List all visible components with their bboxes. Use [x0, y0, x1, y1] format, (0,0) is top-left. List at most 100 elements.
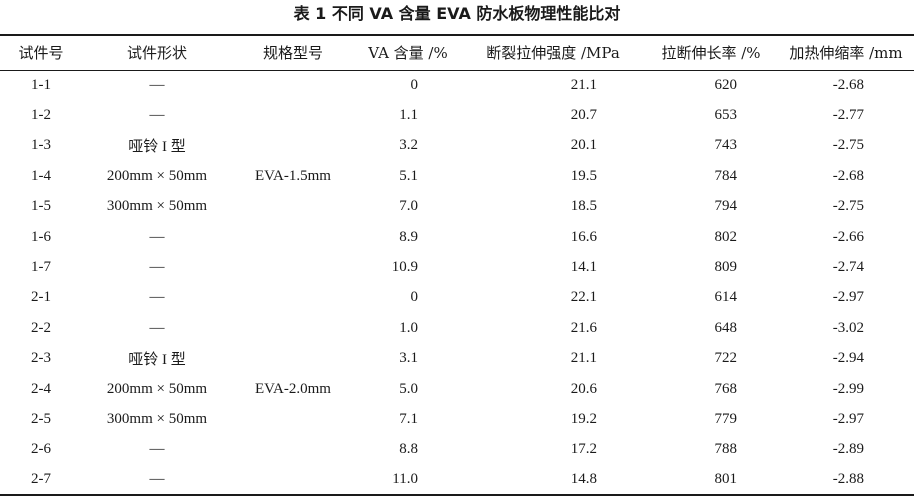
- cell-elongation: 653: [714, 107, 738, 124]
- cell-id: 2-7: [0, 465, 82, 497]
- cell-spec: [232, 404, 354, 434]
- header-spec: 规格型号: [232, 34, 354, 71]
- cell-shrinkage: -2.68: [832, 76, 864, 93]
- cell-shrinkage: -2.66: [832, 228, 864, 245]
- table-row: 2-6 — 8.8 17.2 788 -2.89: [0, 435, 914, 465]
- table-row: 1-4 200mm × 50mm EVA-1.5mm 5.1 19.5 784 -2.68: [0, 161, 914, 191]
- cell-strength: 17.2: [570, 441, 597, 458]
- cell-id: 2-4: [31, 380, 51, 397]
- cell-shrinkage: -2.75: [832, 198, 864, 215]
- header-id: 试件号: [0, 34, 82, 71]
- cell-shrinkage: -2.88: [778, 465, 914, 497]
- cell-elongation: 794: [714, 198, 738, 215]
- cell-id: 1-1: [31, 76, 51, 93]
- cell-shape: —: [149, 289, 165, 306]
- cell-shape: —: [149, 107, 165, 124]
- cell-id: 1-6: [31, 228, 51, 245]
- cell-strength: 18.5: [570, 198, 597, 215]
- cell-va: 5.1: [399, 167, 418, 184]
- cell-id: 1-2: [31, 107, 51, 124]
- cell-shrinkage: -2.97: [832, 410, 864, 427]
- cell-id: 1-3: [31, 137, 51, 154]
- cell-va: 1.0: [399, 319, 418, 336]
- cell-shrinkage: -2.97: [832, 289, 864, 306]
- table-body: 1-1 — 0 21.1 620 -2.68 1-2 — 1.1 20.7 653 -2.77 1-3 哑…: [0, 70, 914, 497]
- properties-table: 试件号 试件形状 规格型号 VA 含量 /% 断裂拉伸强度 /MPa 拉断伸长率…: [0, 34, 914, 497]
- cell-strength: 21.1: [570, 350, 597, 367]
- cell-shape: —: [149, 319, 165, 336]
- cell-id: 2-2: [31, 319, 51, 336]
- cell-shape: 200mm × 50mm: [106, 167, 208, 184]
- cell-id: 2-1: [31, 289, 51, 306]
- cell-spec: [232, 252, 354, 282]
- cell-va: 5.0: [399, 380, 418, 397]
- cell-va: 0: [410, 76, 419, 93]
- table-row: 1-6 — 8.9 16.6 802 -2.66: [0, 222, 914, 252]
- cell-elongation: 801: [644, 465, 778, 497]
- cell-spec: [232, 465, 354, 497]
- cell-spec: [232, 70, 354, 100]
- table-row: 2-3 哑铃 I 型 3.1 21.1 722 -2.94: [0, 344, 914, 374]
- cell-va: 0: [410, 289, 419, 306]
- cell-shape: 哑铃 I 型: [128, 352, 186, 369]
- table-row: 2-5 300mm × 50mm 7.1 19.2 779 -2.97: [0, 404, 914, 434]
- cell-shrinkage: -2.94: [832, 350, 864, 367]
- cell-strength: 14.8: [462, 465, 644, 497]
- cell-shape: —: [82, 465, 232, 497]
- cell-spec: [232, 435, 354, 465]
- cell-strength: 16.6: [570, 228, 597, 245]
- header-shrinkage: 加热伸缩率 /mm: [778, 34, 914, 71]
- cell-spec: EVA-2.0mm: [255, 380, 331, 397]
- cell-shrinkage: -2.77: [832, 107, 864, 124]
- cell-elongation: 784: [714, 167, 738, 184]
- table-caption: 表 1 不同 VA 含量 EVA 防水板物理性能比对: [293, 4, 621, 23]
- cell-strength: 19.2: [570, 410, 597, 427]
- cell-id: 2-6: [31, 441, 51, 458]
- header-elongation: 拉断伸长率 /%: [644, 34, 778, 71]
- cell-strength: 21.1: [570, 76, 597, 93]
- cell-shape: —: [149, 228, 165, 245]
- header-va: VA 含量 /%: [354, 34, 462, 71]
- cell-strength: 22.1: [570, 289, 597, 306]
- cell-va: 3.1: [399, 350, 418, 367]
- cell-elongation: 802: [714, 228, 738, 245]
- cell-id: 2-3: [31, 350, 51, 367]
- cell-shrinkage: -3.02: [832, 319, 864, 336]
- cell-strength: 20.7: [570, 107, 597, 124]
- cell-elongation: 779: [714, 410, 738, 427]
- cell-strength: 21.6: [570, 319, 597, 336]
- table-row: 1-3 哑铃 I 型 3.2 20.1 743 -2.75: [0, 131, 914, 161]
- cell-strength: 14.1: [570, 259, 597, 276]
- cell-va: 7.0: [399, 198, 418, 215]
- cell-spec: [232, 222, 354, 252]
- cell-spec: [232, 344, 354, 374]
- header-shape: 试件形状: [82, 34, 232, 71]
- table-row: 2-1 — 0 22.1 614 -2.97: [0, 283, 914, 313]
- cell-spec: [232, 283, 354, 313]
- cell-elongation: 614: [714, 289, 738, 306]
- cell-va: 7.1: [399, 410, 418, 427]
- cell-shape: 300mm × 50mm: [106, 198, 208, 215]
- header-row: 试件号 试件形状 规格型号 VA 含量 /% 断裂拉伸强度 /MPa 拉断伸长率…: [0, 34, 914, 71]
- cell-elongation: 768: [714, 380, 738, 397]
- cell-shape: 200mm × 50mm: [106, 380, 208, 397]
- cell-strength: 20.6: [570, 380, 597, 397]
- cell-spec: [232, 100, 354, 130]
- cell-va: 10.9: [391, 259, 418, 276]
- table-row: 1-7 — 10.9 14.1 809 -2.74: [0, 252, 914, 282]
- cell-elongation: 620: [714, 76, 738, 93]
- cell-shrinkage: -2.74: [832, 259, 864, 276]
- cell-elongation: 743: [714, 137, 738, 154]
- cell-va: 1.1: [399, 107, 418, 124]
- cell-strength: 19.5: [570, 167, 597, 184]
- cell-shrinkage: -2.89: [832, 441, 864, 458]
- table-row: 2-7— 11.0 14.8 801 -2.88: [0, 465, 914, 497]
- cell-shape: —: [149, 76, 165, 93]
- cell-va: 11.0: [354, 465, 462, 497]
- cell-shrinkage: -2.68: [832, 167, 864, 184]
- table-row: 1-5 300mm × 50mm 7.0 18.5 794 -2.75: [0, 192, 914, 222]
- table-row: 2-2 — 1.0 21.6 648 -3.02: [0, 313, 914, 343]
- cell-shrinkage: -2.99: [832, 380, 864, 397]
- cell-shrinkage: -2.75: [832, 137, 864, 154]
- cell-shape: 300mm × 50mm: [106, 410, 208, 427]
